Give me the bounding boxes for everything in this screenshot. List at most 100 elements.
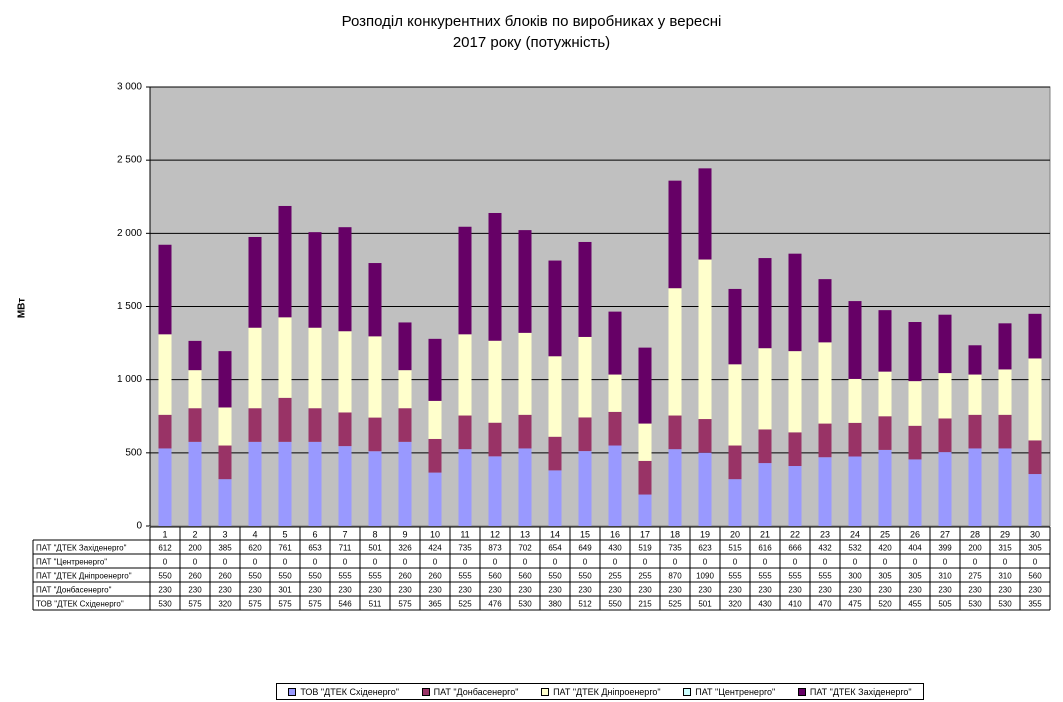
data-label: 230 xyxy=(518,586,532,595)
data-label: 525 xyxy=(668,600,682,609)
data-label: 702 xyxy=(518,544,532,553)
bar-segment xyxy=(278,397,292,442)
data-label: 1090 xyxy=(696,572,714,581)
data-label: 0 xyxy=(343,558,348,567)
bar-segment xyxy=(248,408,262,442)
bar-segment xyxy=(758,258,772,349)
bar-segment xyxy=(428,472,442,526)
data-label: 555 xyxy=(788,572,802,581)
data-label: 546 xyxy=(338,600,352,609)
data-label: 0 xyxy=(1033,558,1038,567)
x-tick-label: 21 xyxy=(760,530,770,540)
bar-segment xyxy=(698,259,712,420)
bar-segment xyxy=(488,456,502,526)
data-label: 550 xyxy=(548,572,562,581)
data-label: 0 xyxy=(763,558,768,567)
data-label: 666 xyxy=(788,544,802,553)
data-label: 575 xyxy=(248,600,262,609)
data-label: 230 xyxy=(248,586,262,595)
x-tick-label: 1 xyxy=(162,530,167,540)
data-label: 230 xyxy=(488,586,502,595)
bar-segment xyxy=(578,241,592,337)
bar-segment xyxy=(668,449,682,526)
data-label: 560 xyxy=(1028,572,1042,581)
data-label: 550 xyxy=(608,600,622,609)
data-label: 385 xyxy=(218,544,232,553)
data-label: 305 xyxy=(1028,544,1042,553)
data-label: 320 xyxy=(728,600,742,609)
data-label: 550 xyxy=(308,572,322,581)
data-label: 310 xyxy=(938,572,952,581)
data-label: 200 xyxy=(188,544,202,553)
bar-segment xyxy=(518,230,532,333)
data-label: 230 xyxy=(218,586,232,595)
data-label: 230 xyxy=(908,586,922,595)
bar-segment xyxy=(968,374,982,415)
data-label: 230 xyxy=(158,586,172,595)
bar-segment xyxy=(548,260,562,357)
bar-segment xyxy=(458,226,472,335)
x-tick-label: 29 xyxy=(1000,530,1010,540)
data-label: 255 xyxy=(638,572,652,581)
legend-swatch-skhidenergo xyxy=(288,687,297,696)
x-tick-label: 16 xyxy=(610,530,620,540)
legend-label-skhidenergo: ТОВ "ДТЕК Східенерго" xyxy=(300,686,399,697)
bar-segment xyxy=(158,448,172,526)
bar-segment xyxy=(1028,313,1042,359)
legend-label-donbasenergo: ПАТ "Донбасенерго" xyxy=(433,686,519,697)
x-tick-label: 15 xyxy=(580,530,590,540)
bar-segment xyxy=(308,327,322,409)
data-label: 0 xyxy=(913,558,918,567)
data-label: 215 xyxy=(638,600,652,609)
data-label: 711 xyxy=(339,544,352,553)
y-tick-label: 3 000 xyxy=(117,82,142,93)
data-label: 0 xyxy=(793,558,798,567)
data-label: 530 xyxy=(998,600,1012,609)
data-label: 230 xyxy=(578,586,592,595)
table-row-label: ПАТ "ДТЕК Дніпроенерго" xyxy=(36,572,132,581)
bar-segment xyxy=(458,334,472,416)
data-label: 555 xyxy=(818,572,832,581)
x-tick-label: 12 xyxy=(490,530,500,540)
data-label: 230 xyxy=(758,586,772,595)
bar-segment xyxy=(998,369,1012,415)
data-label: 873 xyxy=(488,544,502,553)
data-label: 560 xyxy=(518,572,532,581)
bar-segment xyxy=(368,417,382,452)
data-label: 365 xyxy=(428,600,442,609)
bar-segment xyxy=(548,470,562,526)
data-label: 230 xyxy=(458,586,472,595)
x-tick-label: 18 xyxy=(670,530,680,540)
bar-segment xyxy=(908,322,922,382)
data-label: 0 xyxy=(853,558,858,567)
bar-segment xyxy=(788,466,802,526)
x-tick-label: 7 xyxy=(342,530,347,540)
data-label: 512 xyxy=(578,600,592,609)
bar-segment xyxy=(908,459,922,526)
bar-segment xyxy=(398,408,412,442)
bar-segment xyxy=(818,423,832,458)
bar-segment xyxy=(788,432,802,467)
data-label: 0 xyxy=(163,558,168,567)
x-tick-label: 3 xyxy=(222,530,227,540)
bar-segment xyxy=(518,332,532,415)
bar-segment xyxy=(548,436,562,471)
bar-segment xyxy=(158,414,172,449)
bar-segment xyxy=(638,347,652,424)
y-tick-label: 500 xyxy=(125,447,142,458)
y-axis-label: МВт xyxy=(17,298,28,318)
bar-segment xyxy=(698,419,712,453)
bar-segment xyxy=(818,457,832,526)
data-label: 519 xyxy=(638,544,652,553)
data-label: 260 xyxy=(218,572,232,581)
bar-segment xyxy=(188,441,202,526)
data-label: 530 xyxy=(518,600,532,609)
bar-segment xyxy=(548,356,562,437)
x-tick-label: 27 xyxy=(940,530,950,540)
data-label: 305 xyxy=(878,572,892,581)
data-label: 530 xyxy=(158,600,172,609)
data-label: 230 xyxy=(968,586,982,595)
table-row-label: ПАТ "ДТЕК Західенерго" xyxy=(36,544,127,553)
data-label: 230 xyxy=(1028,586,1042,595)
